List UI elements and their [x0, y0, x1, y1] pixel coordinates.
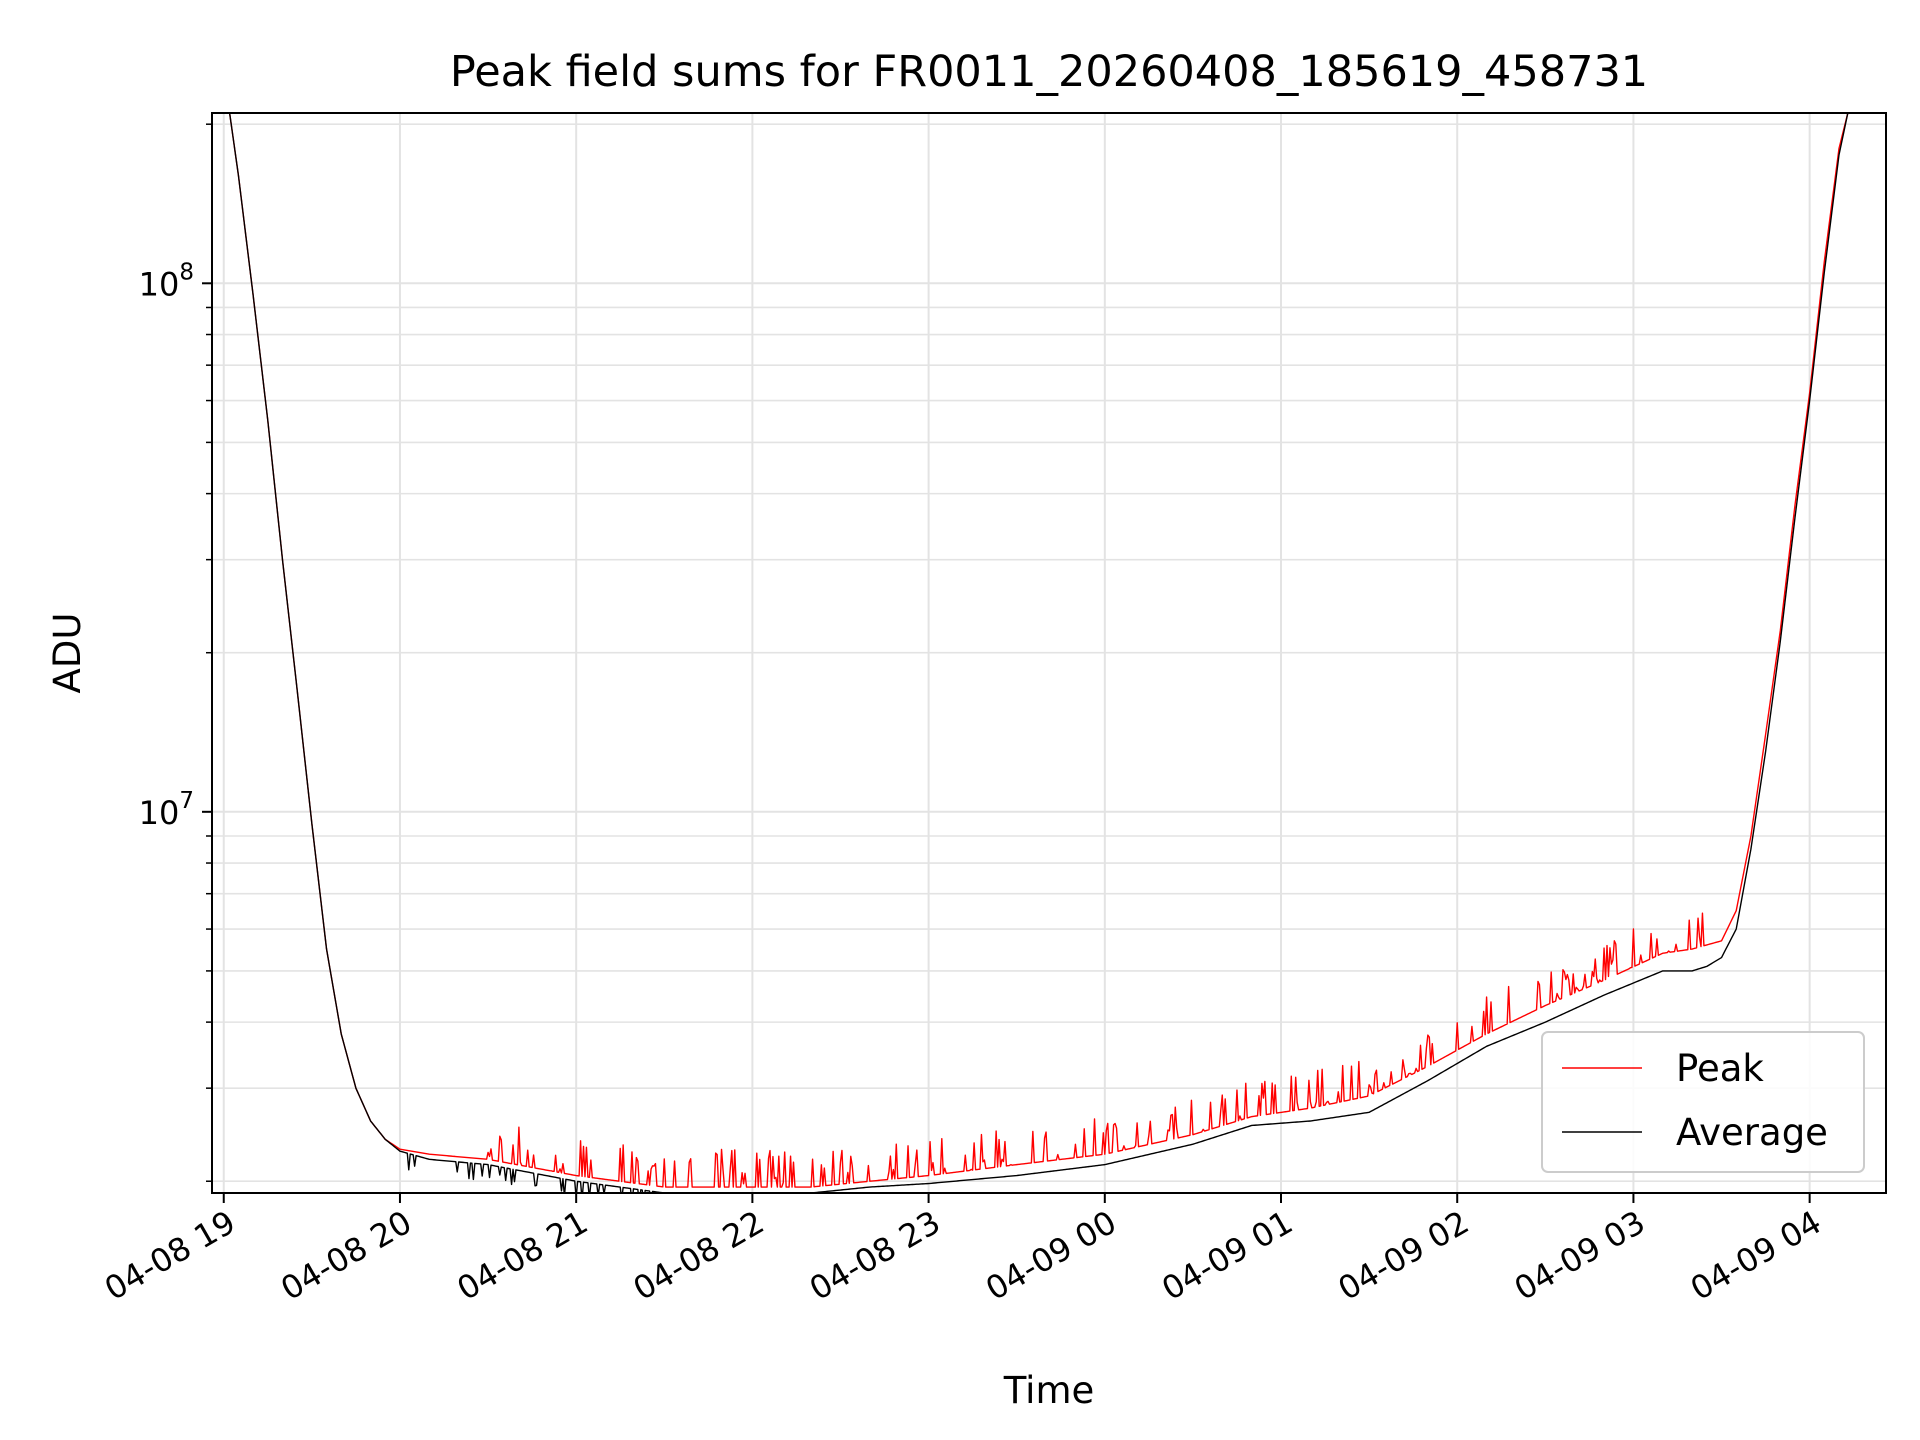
chart-title: Peak field sums for FR0011_20260408_1856…	[450, 47, 1648, 97]
legend: Peak Average	[1541, 1031, 1865, 1173]
series-layer	[228, 113, 1849, 1193]
series-line-peak	[228, 113, 1849, 1188]
series-line-average	[228, 113, 1849, 1193]
legend-frame	[1541, 1031, 1865, 1173]
y-axis-label: ADU	[46, 613, 89, 694]
legend-peak-label: Peak	[1676, 1047, 1764, 1090]
y-ticks: 107 108	[139, 123, 212, 1182]
legend-average-label: Average	[1676, 1111, 1828, 1154]
grid	[212, 113, 1886, 1193]
y-tick-label: 108	[139, 259, 194, 303]
x-axis-label: Time	[1003, 1369, 1095, 1412]
y-tick-label: 107	[139, 788, 194, 832]
